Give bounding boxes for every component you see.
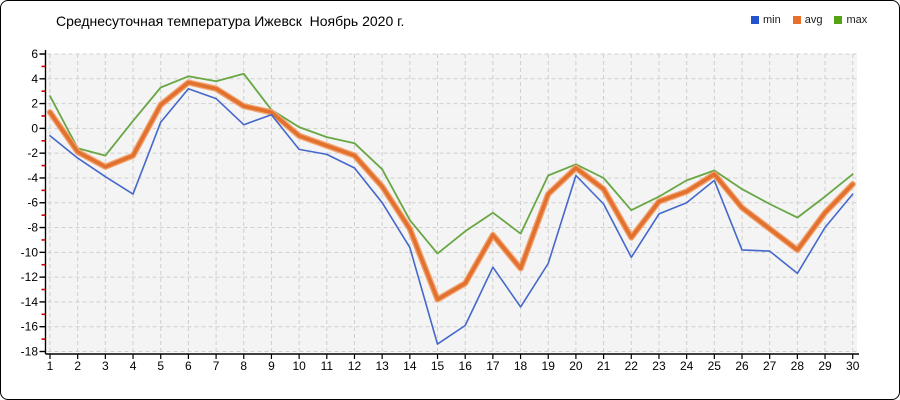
x-tick-label: 3: [102, 359, 109, 373]
y-tick-label: -6: [27, 196, 38, 210]
x-tick-label: 16: [459, 359, 473, 373]
series-min-line: [49, 87, 854, 345]
y-tick-label: -12: [21, 270, 39, 284]
legend-label-max: max: [846, 14, 868, 26]
x-tick-label: 20: [569, 359, 583, 373]
x-tick-label: 18: [514, 359, 528, 373]
legend-label-min: min: [763, 14, 781, 26]
x-tick-label: 12: [348, 359, 362, 373]
legend-item-avg: avg: [792, 14, 823, 26]
y-tick-label: 2: [31, 97, 38, 111]
legend-item-max: max: [834, 14, 867, 26]
series-max-line: [49, 72, 854, 255]
x-tick-label: 11: [321, 359, 334, 373]
y-tick-label: 0: [31, 121, 38, 135]
series-avg-line: [48, 80, 855, 302]
y-tick-label: 6: [31, 47, 38, 61]
x-tick-label: 29: [818, 359, 832, 373]
x-tick-label: 25: [708, 359, 722, 373]
legend-swatch-avg: [792, 16, 801, 24]
x-tick-label: 4: [130, 359, 137, 373]
x-tick-label: 7: [213, 359, 220, 373]
x-tick-label: 30: [846, 359, 860, 373]
x-tick-label: 22: [625, 359, 639, 373]
x-tick-label: 24: [680, 359, 694, 373]
x-tick-label: 26: [735, 359, 749, 373]
y-tick-label: -4: [27, 171, 38, 185]
x-tick-label: 14: [403, 359, 417, 373]
x-tick-label: 2: [74, 359, 81, 373]
x-tick-label: 23: [652, 359, 666, 373]
y-tick-label: -18: [21, 344, 39, 358]
legend-swatch-max: [834, 16, 843, 24]
legend-item-min: min: [751, 14, 781, 26]
y-tick-label: 4: [31, 72, 38, 86]
x-tick-label: 5: [157, 359, 164, 373]
x-tick-label: 8: [240, 359, 247, 373]
x-tick-label: 28: [791, 359, 805, 373]
legend-swatch-min: [751, 16, 759, 24]
x-tick-label: 27: [763, 359, 777, 373]
x-tick-label: 15: [431, 359, 445, 373]
x-tick-label: 10: [292, 359, 306, 373]
y-tick-label: -10: [21, 245, 39, 259]
y-tick-label: -8: [27, 221, 38, 235]
y-tick-label: -16: [21, 320, 39, 334]
x-tick-label: 9: [268, 359, 275, 373]
x-tick-label: 13: [375, 359, 389, 373]
x-tick-label: 1: [47, 359, 54, 373]
x-tick-label: 6: [185, 359, 192, 373]
legend: min avg max: [751, 14, 867, 26]
x-tick-label: 17: [486, 359, 500, 373]
chart-title: Среднесуточная температура Ижевск Ноябрь…: [56, 13, 405, 29]
x-tick-label: 21: [597, 359, 611, 373]
x-tick-label: 19: [542, 359, 556, 373]
legend-label-avg: avg: [804, 14, 823, 26]
y-tick-label: -14: [21, 295, 39, 309]
y-tick-label: -2: [27, 146, 38, 160]
